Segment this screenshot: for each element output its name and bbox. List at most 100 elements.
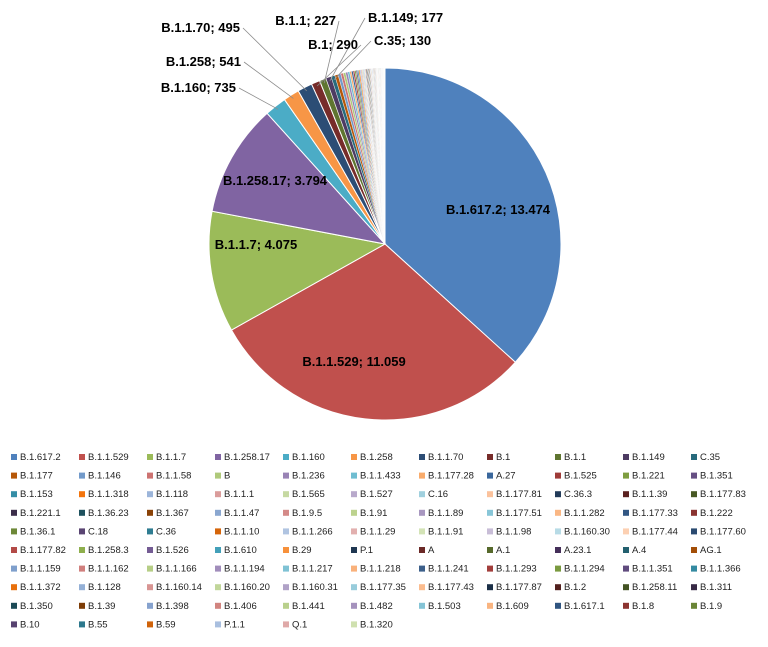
legend: B.1.617.2 B.1.1.529 B.1.1.7 B.1.258.17 B.1.1… xyxy=(11,452,746,630)
legend-label: B.1.177.43 xyxy=(428,582,474,593)
legend-swatch xyxy=(487,602,493,609)
legend-label: B.1.503 xyxy=(428,601,461,612)
legend-label: B.1.1.351 xyxy=(632,564,673,575)
leader-line-B.1.258 xyxy=(243,61,294,99)
legend-item-B.1.609: B.1.609 xyxy=(487,601,529,612)
legend-item-B.1.617.2: B.1.617.2 xyxy=(11,452,61,463)
legend-swatch xyxy=(283,509,289,516)
legend-swatch xyxy=(147,528,153,535)
leader-line-B.1 xyxy=(316,44,362,87)
legend-item-B.1.221: B.1.221 xyxy=(623,471,665,482)
legend-swatch xyxy=(555,584,561,591)
legend-item-B.1.1: B.1.1 xyxy=(555,452,586,463)
legend-label: C.16 xyxy=(428,489,448,500)
data-label-B.1.1: B.1.1; 227 xyxy=(275,13,336,28)
legend-item-B.1.1.159: B.1.1.159 xyxy=(11,564,61,575)
legend-label: B.1.1.10 xyxy=(224,526,259,537)
legend-label: B.59 xyxy=(156,619,176,630)
legend-label: B.1.160 xyxy=(292,452,325,463)
legend-label: B.1.177.35 xyxy=(360,582,406,593)
legend-item-B.1.1.98: B.1.1.98 xyxy=(487,526,531,537)
legend-item-B.1.177.43: B.1.177.43 xyxy=(419,582,474,593)
legend-item-B.1.146: B.1.146 xyxy=(79,471,121,482)
pie-slice-B.1.258.17 xyxy=(211,112,387,245)
legend-item-B.1.160: B.1.160 xyxy=(283,452,325,463)
legend-label: B.1.1.91 xyxy=(428,526,463,537)
legend-label: B.1.236 xyxy=(292,471,325,482)
legend-swatch xyxy=(11,491,17,498)
legend-item-AG.1: AG.1 xyxy=(691,545,722,556)
legend-label: B.1.177.81 xyxy=(496,489,542,500)
legend-label: B.1.8 xyxy=(632,601,654,612)
legend-item-B.1.1.366: B.1.1.366 xyxy=(691,564,741,575)
legend-label: B.1.526 xyxy=(156,545,189,556)
legend-item-B.1.1.47: B.1.1.47 xyxy=(215,508,259,519)
legend-swatch xyxy=(79,472,85,479)
legend-swatch xyxy=(11,509,17,516)
data-label-B.1.617.2: B.1.617.2; 13.474 xyxy=(446,202,551,217)
legend-label: B.1.160.31 xyxy=(292,582,338,593)
legend-swatch xyxy=(147,584,153,591)
legend-label: B.1.1.39 xyxy=(632,489,667,500)
legend-label: B.1.177 xyxy=(20,471,53,482)
legend-item-B.1.36.1: B.1.36.1 xyxy=(11,526,55,537)
legend-item-B.1.1.7: B.1.1.7 xyxy=(147,452,186,463)
legend-label: B.1.177.87 xyxy=(496,582,542,593)
legend-item-C.35: C.35 xyxy=(691,452,720,463)
legend-swatch xyxy=(79,547,85,553)
legend-swatch xyxy=(691,528,697,535)
legend-item-B.1.236: B.1.236 xyxy=(283,471,325,482)
legend-item-B.1.1.91: B.1.1.91 xyxy=(419,526,463,537)
legend-label: B.1.527 xyxy=(360,489,393,500)
legend-label: B.1.1.218 xyxy=(360,564,401,575)
legend-item-B.1.1.218: B.1.1.218 xyxy=(351,564,401,575)
legend-label: B.1.258.3 xyxy=(88,545,129,556)
legend-label: B.1.39 xyxy=(88,601,115,612)
legend-swatch xyxy=(215,565,221,572)
legend-item-B.1.8: B.1.8 xyxy=(623,601,654,612)
legend-item-B.29: B.29 xyxy=(283,545,312,556)
legend-label: B.1.1.166 xyxy=(156,564,197,575)
legend-label: B.1.149 xyxy=(632,452,665,463)
legend-item-B.1.320: B.1.320 xyxy=(351,619,393,630)
legend-label: B.1.441 xyxy=(292,601,325,612)
data-label-C.35: C.35; 130 xyxy=(374,33,431,48)
legend-swatch xyxy=(11,472,17,479)
legend-label: P.1 xyxy=(360,545,373,556)
legend-swatch xyxy=(419,454,425,460)
legend-item-B.1.177.33: B.1.177.33 xyxy=(623,508,678,519)
legend-label: B.1.36.23 xyxy=(88,508,129,519)
legend-item-B.1.1.1: B.1.1.1 xyxy=(215,489,254,500)
legend-item-B.1.526: B.1.526 xyxy=(147,545,189,556)
legend-label: B.1.177.60 xyxy=(700,526,746,537)
legend-swatch xyxy=(691,565,697,572)
legend-label: B.1.1 xyxy=(564,452,586,463)
legend-label: B.1.160.14 xyxy=(156,582,202,593)
legend-label: B.1.367 xyxy=(156,508,189,519)
legend-label: B.1.617.1 xyxy=(564,601,605,612)
legend-label: P.1.1 xyxy=(224,619,245,630)
legend-label: A.27 xyxy=(496,471,516,482)
legend-swatch xyxy=(623,472,629,479)
legend-label: A.23.1 xyxy=(564,545,591,556)
legend-item-B.1.1.318: B.1.1.318 xyxy=(79,489,129,500)
legend-item-B.1.258.3: B.1.258.3 xyxy=(79,545,129,556)
legend-swatch xyxy=(555,454,561,460)
legend-item-A.23.1: A.23.1 xyxy=(555,545,591,556)
legend-swatch xyxy=(147,547,153,553)
legend-label: B.1.146 xyxy=(88,471,121,482)
legend-swatch xyxy=(147,454,153,460)
legend-label: C.18 xyxy=(88,526,108,537)
data-label-B.1.1.70: B.1.1.70; 495 xyxy=(161,20,240,35)
legend-swatch xyxy=(79,602,85,609)
legend-item-A.1: A.1 xyxy=(487,545,510,556)
legend-swatch xyxy=(487,472,493,479)
legend-label: B.1.610 xyxy=(224,545,257,556)
legend-item-B.1.1.529: B.1.1.529 xyxy=(79,452,129,463)
legend-item-B.1.441: B.1.441 xyxy=(283,601,325,612)
legend-item-B.1.1.241: B.1.1.241 xyxy=(419,564,469,575)
legend-item-B.1.177.60: B.1.177.60 xyxy=(691,526,746,537)
legend-swatch xyxy=(283,621,289,628)
legend-item-B.1.1.372: B.1.1.372 xyxy=(11,582,61,593)
legend-swatch xyxy=(11,528,17,535)
